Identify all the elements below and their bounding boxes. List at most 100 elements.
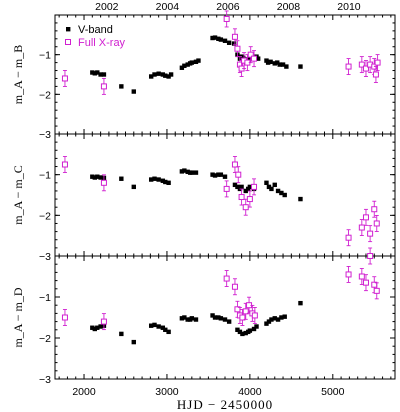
data-point [92, 326, 98, 332]
data-point [160, 178, 166, 183]
data-point [179, 65, 185, 70]
data-point [235, 327, 240, 332]
top-year-label: 2004 [156, 1, 180, 13]
data-point [216, 315, 221, 320]
data-point [254, 324, 259, 329]
data-point [345, 271, 352, 278]
y-axis-label-2: m_A − m_C [11, 165, 25, 224]
x-tick-label: 4000 [238, 386, 262, 398]
data-point [367, 230, 374, 237]
panels: −1 −2 −3 m_A − m_B −1 −2 −3 m_A − m_C −1 −2 −3 m_A … [11, 10, 396, 386]
data-point [265, 60, 271, 65]
data-point [223, 275, 230, 282]
data-point [210, 172, 215, 177]
data-point [266, 319, 272, 324]
data-point [372, 71, 379, 78]
data-point [148, 74, 154, 79]
y-tick-label: −2 [39, 210, 51, 222]
panel-1: −1 −2 −3 m_A − m_B [11, 10, 396, 141]
data-point [61, 75, 68, 82]
x-axis-bottom-ticks: 2000 3000 4000 5000 [72, 386, 344, 398]
data-point [246, 196, 253, 203]
data-point [222, 38, 228, 43]
data-point [231, 41, 237, 46]
x-tick-label: 5000 [321, 386, 345, 398]
data-point [275, 60, 280, 65]
data-point [231, 33, 238, 40]
data-point [216, 36, 221, 41]
data-point [247, 51, 254, 58]
data-point [163, 179, 168, 185]
data-point [362, 214, 369, 221]
data-point [231, 283, 238, 290]
data-point [362, 65, 369, 72]
data-point [131, 89, 136, 94]
x-axis-label: HJD − 2450000 [177, 397, 273, 412]
top-year-label: 2006 [216, 1, 240, 13]
data-point [345, 234, 352, 241]
data-point [243, 330, 248, 336]
data-point [152, 322, 157, 328]
data-point [163, 327, 168, 332]
data-point [272, 316, 277, 321]
data-point [98, 72, 103, 77]
data-point [148, 177, 154, 182]
data-point [247, 184, 253, 190]
panel-frame [54, 133, 396, 257]
data-point [298, 300, 303, 306]
data-point [216, 172, 221, 177]
data-point [269, 186, 274, 192]
y-axis-label-1: m_A − m_B [11, 45, 25, 104]
data-point [239, 184, 244, 190]
data-point [189, 170, 195, 175]
data-point [193, 170, 199, 175]
data-point [234, 45, 241, 52]
y-tick-label: −3 [39, 251, 51, 263]
data-point [196, 58, 201, 63]
data-point [152, 176, 157, 181]
data-point [131, 339, 136, 345]
data-point [218, 316, 224, 321]
data-point [160, 72, 166, 77]
data-point [189, 316, 195, 321]
data-point [212, 173, 218, 178]
data-point [152, 72, 157, 77]
data-point [251, 183, 258, 190]
data-point [168, 72, 174, 77]
data-point [345, 63, 352, 70]
data-point [156, 324, 161, 329]
data-point [358, 224, 365, 231]
data-point [223, 15, 230, 22]
panel-2: −1 −2 −3 m_A − m_C [11, 133, 396, 263]
y-tick-label: −3 [39, 374, 51, 386]
data-point [373, 287, 380, 294]
data-point [251, 55, 258, 62]
data-point [92, 71, 98, 76]
data-point [160, 325, 166, 330]
series-x-ray [61, 10, 381, 95]
data-point [279, 315, 284, 320]
data-point [232, 182, 238, 188]
data-point [264, 180, 269, 185]
data-point [264, 321, 269, 326]
data-point [247, 56, 253, 61]
top-year-label: 2010 [337, 1, 361, 13]
data-point [371, 206, 378, 213]
data-point [218, 37, 224, 42]
data-point [282, 314, 287, 319]
data-point [222, 317, 228, 322]
top-year-label: 2008 [277, 1, 301, 13]
data-point [98, 175, 103, 180]
data-point [210, 313, 215, 318]
data-point [100, 83, 107, 90]
data-point [231, 161, 238, 168]
data-point [100, 179, 107, 186]
data-point [185, 169, 190, 175]
legend-label-v-band: V-band [78, 24, 113, 36]
data-point [251, 312, 258, 319]
data-point [242, 308, 249, 315]
data-point [90, 325, 95, 330]
data-point [226, 319, 232, 324]
data-point [189, 60, 195, 65]
data-point [298, 196, 303, 202]
